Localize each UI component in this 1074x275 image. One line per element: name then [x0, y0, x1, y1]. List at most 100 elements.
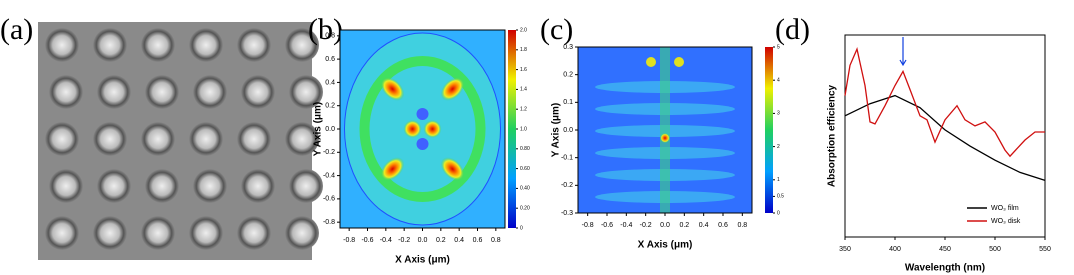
x-tick-label: 0.6 — [718, 222, 728, 229]
hole — [289, 169, 323, 203]
series-line — [844, 94, 1046, 182]
x-tick-label: -0.6 — [601, 222, 613, 229]
hotspot — [416, 138, 429, 150]
y-tick-label: 0.2 — [563, 72, 573, 79]
hotspot — [416, 108, 429, 120]
hole — [189, 122, 223, 156]
x-tick-label: 0.4 — [454, 237, 464, 244]
colorbar — [765, 47, 773, 213]
hotspot — [380, 157, 405, 181]
hole — [93, 216, 127, 250]
colorbar-label: 1.2 — [520, 107, 527, 113]
hole — [45, 122, 79, 156]
colorbar-label: 5 — [777, 44, 780, 50]
hole — [241, 169, 275, 203]
hotspot — [674, 57, 684, 67]
colorbar-label: 0.5 — [777, 194, 784, 200]
x-tick-label: 500 — [989, 246, 1001, 253]
hole — [241, 75, 275, 109]
hole — [97, 169, 131, 203]
y-tick-label: -0.2 — [561, 182, 573, 189]
hole — [237, 28, 271, 62]
series-line — [844, 46, 1045, 158]
hole — [141, 28, 175, 62]
y-tick-label: -0.3 — [561, 210, 573, 217]
hotspot — [660, 133, 670, 143]
hole — [49, 169, 83, 203]
x-tick-label: 400 — [889, 246, 901, 253]
colorbar-label: 4 — [777, 78, 780, 84]
panel-label: (b) — [308, 13, 343, 46]
x-tick-label: 0.8 — [737, 222, 747, 229]
hotspot — [423, 120, 442, 138]
y-tick-label: 0.1 — [563, 99, 573, 106]
hotspot — [646, 57, 656, 67]
x-tick-label: -0.8 — [343, 237, 355, 244]
y-tick-label: -0.6 — [323, 196, 335, 203]
hole — [289, 75, 323, 109]
colorbar-label: 0.20 — [520, 206, 530, 212]
x-tick-label: 550 — [1039, 246, 1051, 253]
colorbar — [508, 30, 516, 228]
colorbar-label: 1.8 — [520, 47, 527, 53]
panel-label: (a) — [0, 13, 33, 46]
x-tick-label: -0.2 — [640, 222, 652, 229]
colorbar-label: 2.0 — [520, 27, 527, 33]
hole — [93, 122, 127, 156]
sem-image — [38, 22, 323, 260]
colorbar-label: 2 — [777, 144, 780, 150]
colorbar-label: 1.0 — [520, 126, 527, 132]
panel-label: (d) — [775, 13, 810, 46]
x-tick-label: -0.4 — [620, 222, 632, 229]
x-tick-label: 0.4 — [699, 222, 709, 229]
x-tick-label: 0.6 — [473, 237, 483, 244]
hole — [145, 169, 179, 203]
hole — [193, 169, 227, 203]
colorbar-label: 1 — [777, 177, 780, 183]
hole — [285, 216, 319, 250]
x-tick-label: 0.0 — [418, 237, 428, 244]
panel-label: (c) — [540, 13, 573, 46]
legend-label: WO₃ disk — [991, 218, 1021, 225]
hotspot — [440, 157, 465, 181]
x-tick-label: -0.8 — [582, 222, 594, 229]
x-tick-label: -0.2 — [398, 237, 410, 244]
colorbar-label: 1.4 — [520, 87, 527, 93]
hotspot — [380, 77, 405, 101]
y-tick-label: -0.1 — [561, 155, 573, 162]
y-axis-label: Y Axis (μm) — [313, 102, 324, 156]
y-tick-label: 0.0 — [325, 126, 335, 133]
hole — [189, 216, 223, 250]
y-tick-label: 0.0 — [563, 127, 573, 134]
colorbar-label: 1.6 — [520, 67, 527, 73]
y-tick-label: 0.2 — [325, 103, 335, 110]
hole — [237, 122, 271, 156]
colorbar-label: 0.40 — [520, 186, 530, 192]
hole — [93, 28, 127, 62]
hole — [285, 28, 319, 62]
y-tick-label: 0.3 — [563, 44, 573, 51]
x-tick-label: 450 — [939, 246, 951, 253]
y-axis-label: Absorption efficiency — [827, 84, 838, 187]
legend-label: WO₃ film — [991, 205, 1019, 212]
colorbar-label: 0 — [520, 225, 523, 231]
hotspot — [403, 120, 422, 138]
hole — [97, 75, 131, 109]
hole — [141, 216, 175, 250]
x-tick-label: -0.6 — [361, 237, 373, 244]
colorbar-label: 0.60 — [520, 166, 530, 172]
arrow — [899, 37, 907, 67]
x-tick-label: -0.4 — [380, 237, 392, 244]
y-tick-label: 0.6 — [325, 56, 335, 63]
x-axis-label: X Axis (μm) — [638, 240, 693, 251]
hole — [237, 216, 271, 250]
hole — [49, 75, 83, 109]
colorbar-label: 0 — [777, 210, 780, 216]
y-tick-label: 0.4 — [325, 79, 335, 86]
hole — [285, 122, 319, 156]
x-axis-label: Wavelength (nm) — [905, 263, 985, 274]
y-tick-label: -0.2 — [323, 149, 335, 156]
field — [660, 47, 670, 213]
field — [359, 56, 486, 202]
hole — [189, 28, 223, 62]
